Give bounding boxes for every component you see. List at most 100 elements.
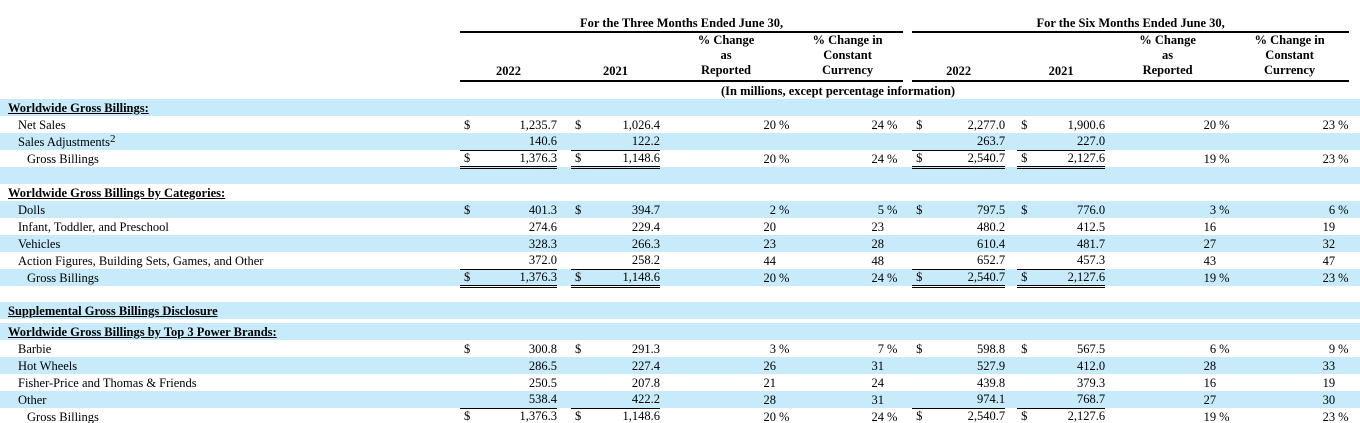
percent-sign-cell: %	[776, 269, 792, 287]
percent-sign-cell: %	[1219, 151, 1230, 166]
percent-cell: 19	[1322, 219, 1336, 234]
percent-cell: 28	[1105, 357, 1217, 375]
amount-cell	[597, 184, 660, 201]
dollar-cell	[912, 99, 938, 117]
row-label: Sales Adjustments2	[0, 132, 460, 151]
percent-cell: 19	[1322, 375, 1336, 390]
dollar-cell	[1017, 235, 1043, 253]
percent-cell: 6	[1209, 341, 1217, 356]
group-gap	[903, 302, 913, 320]
percent-sign-cell: %	[1216, 201, 1231, 219]
percent-sign-cell	[1335, 374, 1349, 391]
group-gap	[903, 391, 913, 409]
right-pad	[1349, 99, 1360, 117]
amount-cell: 291.3	[631, 341, 660, 356]
group-gap	[903, 116, 912, 133]
footnote-marker: 2	[110, 132, 116, 145]
column-header-row: 2022 2021 % Change as Reported % Change …	[0, 32, 1360, 83]
percent-cell: 23	[871, 219, 885, 234]
dollar-cell	[571, 218, 597, 235]
right-pad	[1349, 201, 1360, 219]
gap-cell	[1005, 99, 1018, 117]
dollar-cell	[571, 391, 597, 409]
table-row: Supplemental Gross Billings Disclosure	[0, 302, 1360, 320]
dollar-cell	[460, 252, 493, 270]
percent-cell: 19	[1203, 409, 1217, 423]
dollar-cell	[460, 133, 493, 151]
amount-cell: 2,540.7	[937, 408, 1006, 423]
gap-cell	[1005, 252, 1017, 269]
row-label: Fisher-Price and Thomas & Friends	[18, 375, 197, 390]
dollar-cell: $	[464, 117, 471, 132]
percent-sign-cell: %	[1219, 341, 1230, 356]
dollar-cell	[1017, 218, 1042, 235]
amount-cell: 2,540.7	[937, 150, 1006, 169]
percent-cell	[1105, 133, 1217, 151]
percent-sign-cell	[776, 235, 792, 253]
percent-sign-cell: %	[1335, 269, 1350, 287]
three-months-header: For the Three Months Ended June 30,	[460, 0, 904, 33]
gap-cell	[557, 32, 571, 83]
empty-corner	[0, 0, 460, 32]
dollar-cell	[912, 218, 937, 235]
amount-cell: 401.3	[493, 201, 557, 219]
percent-cell: 24	[871, 375, 885, 390]
percent-cell: 24	[871, 117, 885, 132]
percent-cell: 20	[1203, 117, 1217, 132]
percent-sign-cell	[1216, 323, 1231, 341]
table-row: Fisher-Price and Thomas & Friends 250.5 20…	[0, 374, 1360, 391]
gap-cell	[1005, 32, 1018, 83]
percent-cell	[1105, 99, 1217, 117]
right-pad	[1349, 340, 1360, 357]
percent-cell: 24	[792, 269, 884, 287]
percent-cell: 28	[792, 235, 884, 253]
percent-sign-cell: %	[1338, 341, 1349, 356]
percent-sign-cell: %	[1219, 117, 1230, 132]
group-gap	[903, 218, 912, 235]
percent-cell: 23	[1322, 409, 1336, 423]
right-pad	[1349, 302, 1360, 320]
percent-sign-cell: %	[1338, 151, 1349, 166]
amount-cell: 567.5	[1076, 341, 1106, 356]
group-gap	[903, 99, 913, 117]
percent-cell: 7	[877, 341, 884, 356]
percent-cell	[1230, 184, 1335, 201]
percent-sign-cell: %	[776, 201, 792, 219]
group-gap	[903, 408, 912, 423]
gap-cell	[1005, 357, 1018, 375]
row-label: Worldwide Gross Billings by Top 3 Power …	[0, 323, 460, 341]
amount-cell: 207.8	[631, 375, 660, 390]
dollar-cell: $	[460, 269, 493, 288]
gap-cell	[557, 218, 571, 235]
percent-cell: 5	[792, 201, 884, 219]
amount-cell: 439.8	[976, 375, 1006, 390]
percent-cell: 47	[1322, 253, 1336, 268]
percent-sign-cell: %	[779, 409, 790, 423]
percent-sign-cell	[776, 184, 792, 201]
percent-sign-cell: %	[884, 269, 904, 287]
dollar-cell: $	[1017, 408, 1043, 423]
dollar-cell	[1017, 302, 1043, 320]
percent-sign-cell	[884, 218, 903, 235]
percent-cell: 30	[1230, 391, 1336, 409]
dollar-cell: $	[464, 341, 471, 356]
percent-sign-cell	[776, 133, 792, 151]
amount-cell: 1,900.6	[1067, 117, 1106, 132]
percent-cell	[1230, 133, 1336, 151]
percent-cell: 32	[1230, 235, 1336, 253]
percent-cell	[1230, 323, 1336, 341]
amount-cell: 1,026.4	[622, 117, 661, 132]
percent-cell: 21	[763, 375, 777, 390]
percent-cell	[660, 133, 776, 151]
amount-cell: 797.5	[937, 201, 1006, 219]
dollar-cell	[460, 218, 493, 235]
row-label: Barbie	[18, 341, 52, 356]
table-row: Dolls $401.3 $394.7 2% 5% $797.5 $776.0 3% 6%	[0, 201, 1360, 219]
percent-cell	[792, 302, 884, 320]
gap-cell	[1005, 133, 1018, 151]
table-row: Hot Wheels 286.5 227.4 26 31 527.9 412.0 28 33	[0, 357, 1360, 375]
percent-sign-cell	[1216, 218, 1230, 235]
sm-pct-constant-header: % Change in Constant Currency	[1230, 32, 1350, 83]
dollar-cell: $	[571, 408, 597, 423]
